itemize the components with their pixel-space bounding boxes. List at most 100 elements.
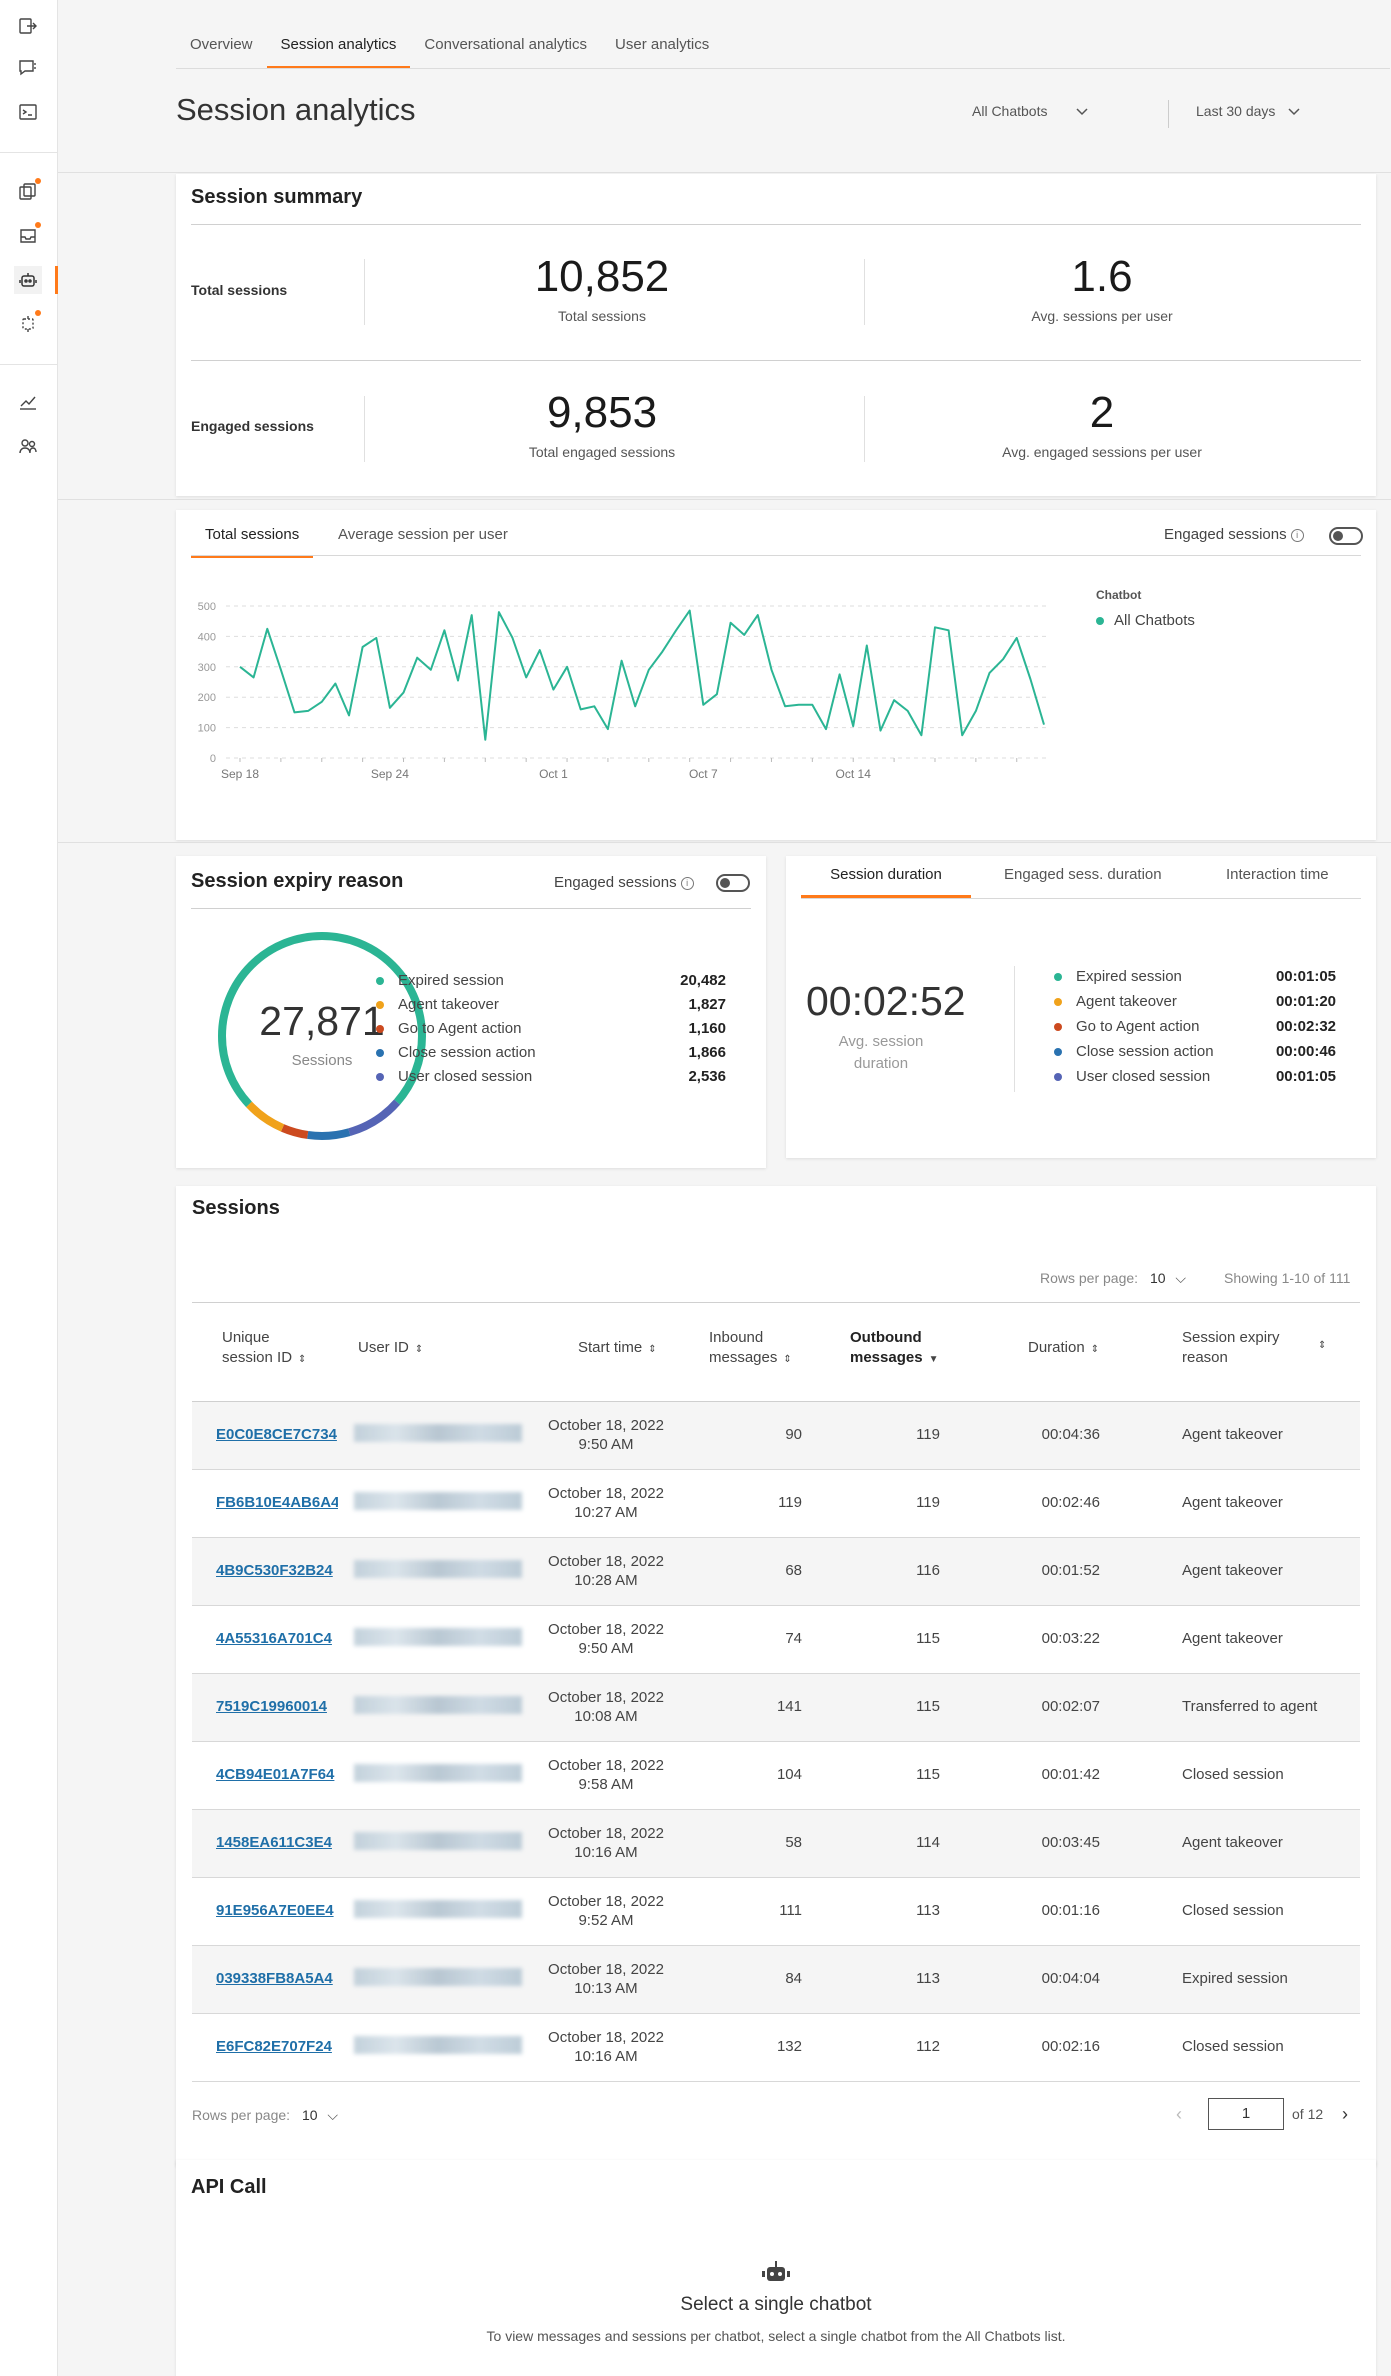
x-tick-label: Oct 7 (689, 767, 718, 781)
flows-icon[interactable] (14, 178, 42, 206)
analytics-tabs: Overview Session analytics Conversationa… (176, 24, 1390, 69)
table-row[interactable]: 039338FB8A5A4 October 18, 2022 10:13 AM 84 1… (192, 1946, 1360, 2014)
expiry-legend-item: Expired session (376, 972, 504, 989)
expiry-reason: Expired session (1182, 1970, 1288, 1987)
col-inbound-messages[interactable]: Inbound messages ⇕ (709, 1329, 792, 1366)
col-duration[interactable]: Duration ⇕ (1028, 1339, 1100, 1356)
session-id-link[interactable]: 4A55316A701C4 (216, 1630, 332, 1647)
expiry-legend-item: Agent takeover (376, 996, 499, 1013)
col-start-time[interactable]: Start time ⇕ (578, 1339, 657, 1356)
donut-slice-close-session-action (218, 932, 426, 1140)
export-icon[interactable] (14, 12, 42, 40)
session-id-link[interactable]: E0C0E8CE7C734 (216, 1426, 337, 1443)
col-session-expiry-reason[interactable]: Session expiry reason (1182, 1329, 1280, 1366)
x-tick-label: Oct 14 (836, 767, 872, 781)
donut-slice-expired-session (218, 932, 426, 1140)
legend-dot (1054, 997, 1062, 1006)
date-filter[interactable]: Last 30 days (1196, 103, 1301, 119)
start-time: October 18, 2022 10:16 AM (548, 2029, 664, 2065)
tab-session-duration[interactable]: Session duration (801, 866, 971, 898)
tab-interaction-time[interactable]: Interaction time (1226, 866, 1329, 883)
table-row[interactable]: 7519C19960014 October 18, 2022 10:08 AM 141… (192, 1674, 1360, 1742)
y-tick-label: 300 (198, 662, 216, 674)
inbound-count: 119 (778, 1494, 802, 1511)
engaged-sessions-toggle[interactable] (1329, 527, 1363, 545)
col-unique-session-id[interactable]: Unique session ID ⇕ (222, 1329, 307, 1366)
col-user-id[interactable]: User ID ⇕ (358, 1339, 424, 1356)
tab-conversational-analytics[interactable]: Conversational analytics (424, 36, 588, 53)
col-outbound-messages[interactable]: Outbound messages ▼ (850, 1329, 939, 1366)
sort-icon[interactable]: ⇕ (1318, 1340, 1327, 1351)
table-row[interactable]: 4B9C530F32B24 October 18, 2022 10:28 AM 68 1… (192, 1538, 1360, 1606)
tab-average-session-per-user[interactable]: Average session per user (338, 526, 508, 543)
tab-total-sessions[interactable]: Total sessions (191, 526, 314, 558)
expiry-reason: Closed session (1182, 2038, 1284, 2055)
chat-icon[interactable] (14, 54, 42, 82)
table-row[interactable]: FB6B10E4AB6A4 October 18, 2022 10:27 AM 119… (192, 1470, 1360, 1538)
legend-label: Expired session (398, 972, 504, 989)
session-id-link[interactable]: 91E956A7E0EE4 (216, 1902, 334, 1919)
session-id-link[interactable]: 039338FB8A5A4 (216, 1970, 333, 1987)
empty-state-title: Select a single chatbot (680, 2294, 872, 2315)
sessions-title: Sessions (192, 1197, 280, 1219)
session-id-link[interactable]: E6FC82E707F24 (216, 2038, 332, 2055)
inbound-count: 104 (776, 1766, 802, 1783)
inbound-count: 90 (785, 1426, 802, 1443)
start-time: October 18, 2022 9:58 AM (548, 1757, 664, 1793)
people-icon[interactable] (14, 432, 42, 460)
sidebar (0, 0, 58, 2376)
y-tick-label: 200 (198, 692, 216, 704)
table-row[interactable]: E6FC82E707F24 October 18, 2022 10:16 AM 132… (192, 2014, 1360, 2082)
tab-overview[interactable]: Overview (190, 36, 253, 53)
outbound-count: 114 (916, 1834, 940, 1851)
total-sessions-value: 10,852 (534, 252, 670, 301)
analytics-icon[interactable] (14, 388, 42, 416)
expiry-reason: Closed session (1182, 1766, 1284, 1783)
chatbot-icon[interactable] (14, 266, 58, 294)
table-row[interactable]: 1458EA611C3E4 October 18, 2022 10:16 AM 58 1… (192, 1810, 1360, 1878)
tab-engaged-sess-duration[interactable]: Engaged sess. duration (1004, 866, 1162, 883)
session-id-link[interactable]: FB6B10E4AB6A4 (216, 1494, 338, 1511)
table-row[interactable]: 4A55316A701C4 October 18, 2022 9:50 AM 74 11… (192, 1606, 1360, 1674)
start-time: October 18, 2022 10:13 AM (548, 1961, 664, 1997)
session-id-link[interactable]: 4CB94E01A7F64 (216, 1766, 335, 1783)
duration-legend-item: Expired session (1054, 968, 1182, 985)
table-row[interactable]: E0C0E8CE7C734 October 18, 2022 9:50 AM 90 11… (192, 1402, 1360, 1470)
expiry-donut-chart (218, 932, 426, 1140)
engaged-sessions-value: 9,853 (546, 388, 658, 437)
expiry-reason: Agent takeover (1182, 1630, 1283, 1647)
start-time: October 18, 2022 9:50 AM (548, 1417, 664, 1453)
rows-per-page-top[interactable]: Rows per page: 10 ⌵ (1040, 1270, 1187, 1286)
chatbot-filter[interactable]: All Chatbots (972, 103, 1089, 119)
session-duration-card: Session duration Engaged sess. duration … (786, 856, 1376, 1158)
terminal-icon[interactable] (14, 98, 42, 126)
session-id-link[interactable]: 1458EA611C3E4 (216, 1834, 332, 1851)
next-page-icon[interactable]: › (1342, 2104, 1348, 2124)
tab-user-analytics[interactable]: User analytics (615, 36, 710, 53)
inbox-icon[interactable] (14, 222, 42, 250)
table-row[interactable]: 91E956A7E0EE4 October 18, 2022 9:52 AM 111 1… (192, 1878, 1360, 1946)
expiry-engaged-toggle[interactable] (716, 874, 750, 892)
legend-item-all-chatbots[interactable]: All Chatbots (1096, 612, 1195, 629)
duration-legend-item: Go to Agent action (1054, 1018, 1199, 1035)
legend-label: Expired session (1076, 968, 1182, 985)
duration: 00:01:52 (1041, 1562, 1100, 1579)
sort-icon: ⇕ (783, 1354, 792, 1365)
prev-page-icon[interactable]: ‹ (1176, 2104, 1182, 2124)
rows-per-page-bottom[interactable]: Rows per page: 10 ⌵ (192, 2107, 339, 2123)
session-id-link[interactable]: 7519C19960014 (216, 1698, 327, 1715)
table-row[interactable]: 4CB94E01A7F64 October 18, 2022 9:58 AM 104 1… (192, 1742, 1360, 1810)
page-input[interactable]: 1 (1208, 2098, 1284, 2130)
session-id-link[interactable]: 4B9C530F32B24 (216, 1562, 333, 1579)
legend-value: 2,536 (688, 1068, 726, 1085)
bot-settings-icon[interactable] (14, 310, 42, 338)
duration: 00:01:16 (1041, 1902, 1100, 1919)
duration: 00:03:45 (1041, 1834, 1100, 1851)
api-call-title: API Call (191, 2176, 267, 2198)
legend-dot (376, 1024, 384, 1033)
legend-dot (1054, 972, 1062, 981)
user-id-redacted (354, 1696, 522, 1714)
tab-session-analytics[interactable]: Session analytics (266, 24, 411, 68)
inbound-count: 58 (785, 1834, 802, 1851)
x-tick-label: Sep 24 (371, 767, 409, 781)
